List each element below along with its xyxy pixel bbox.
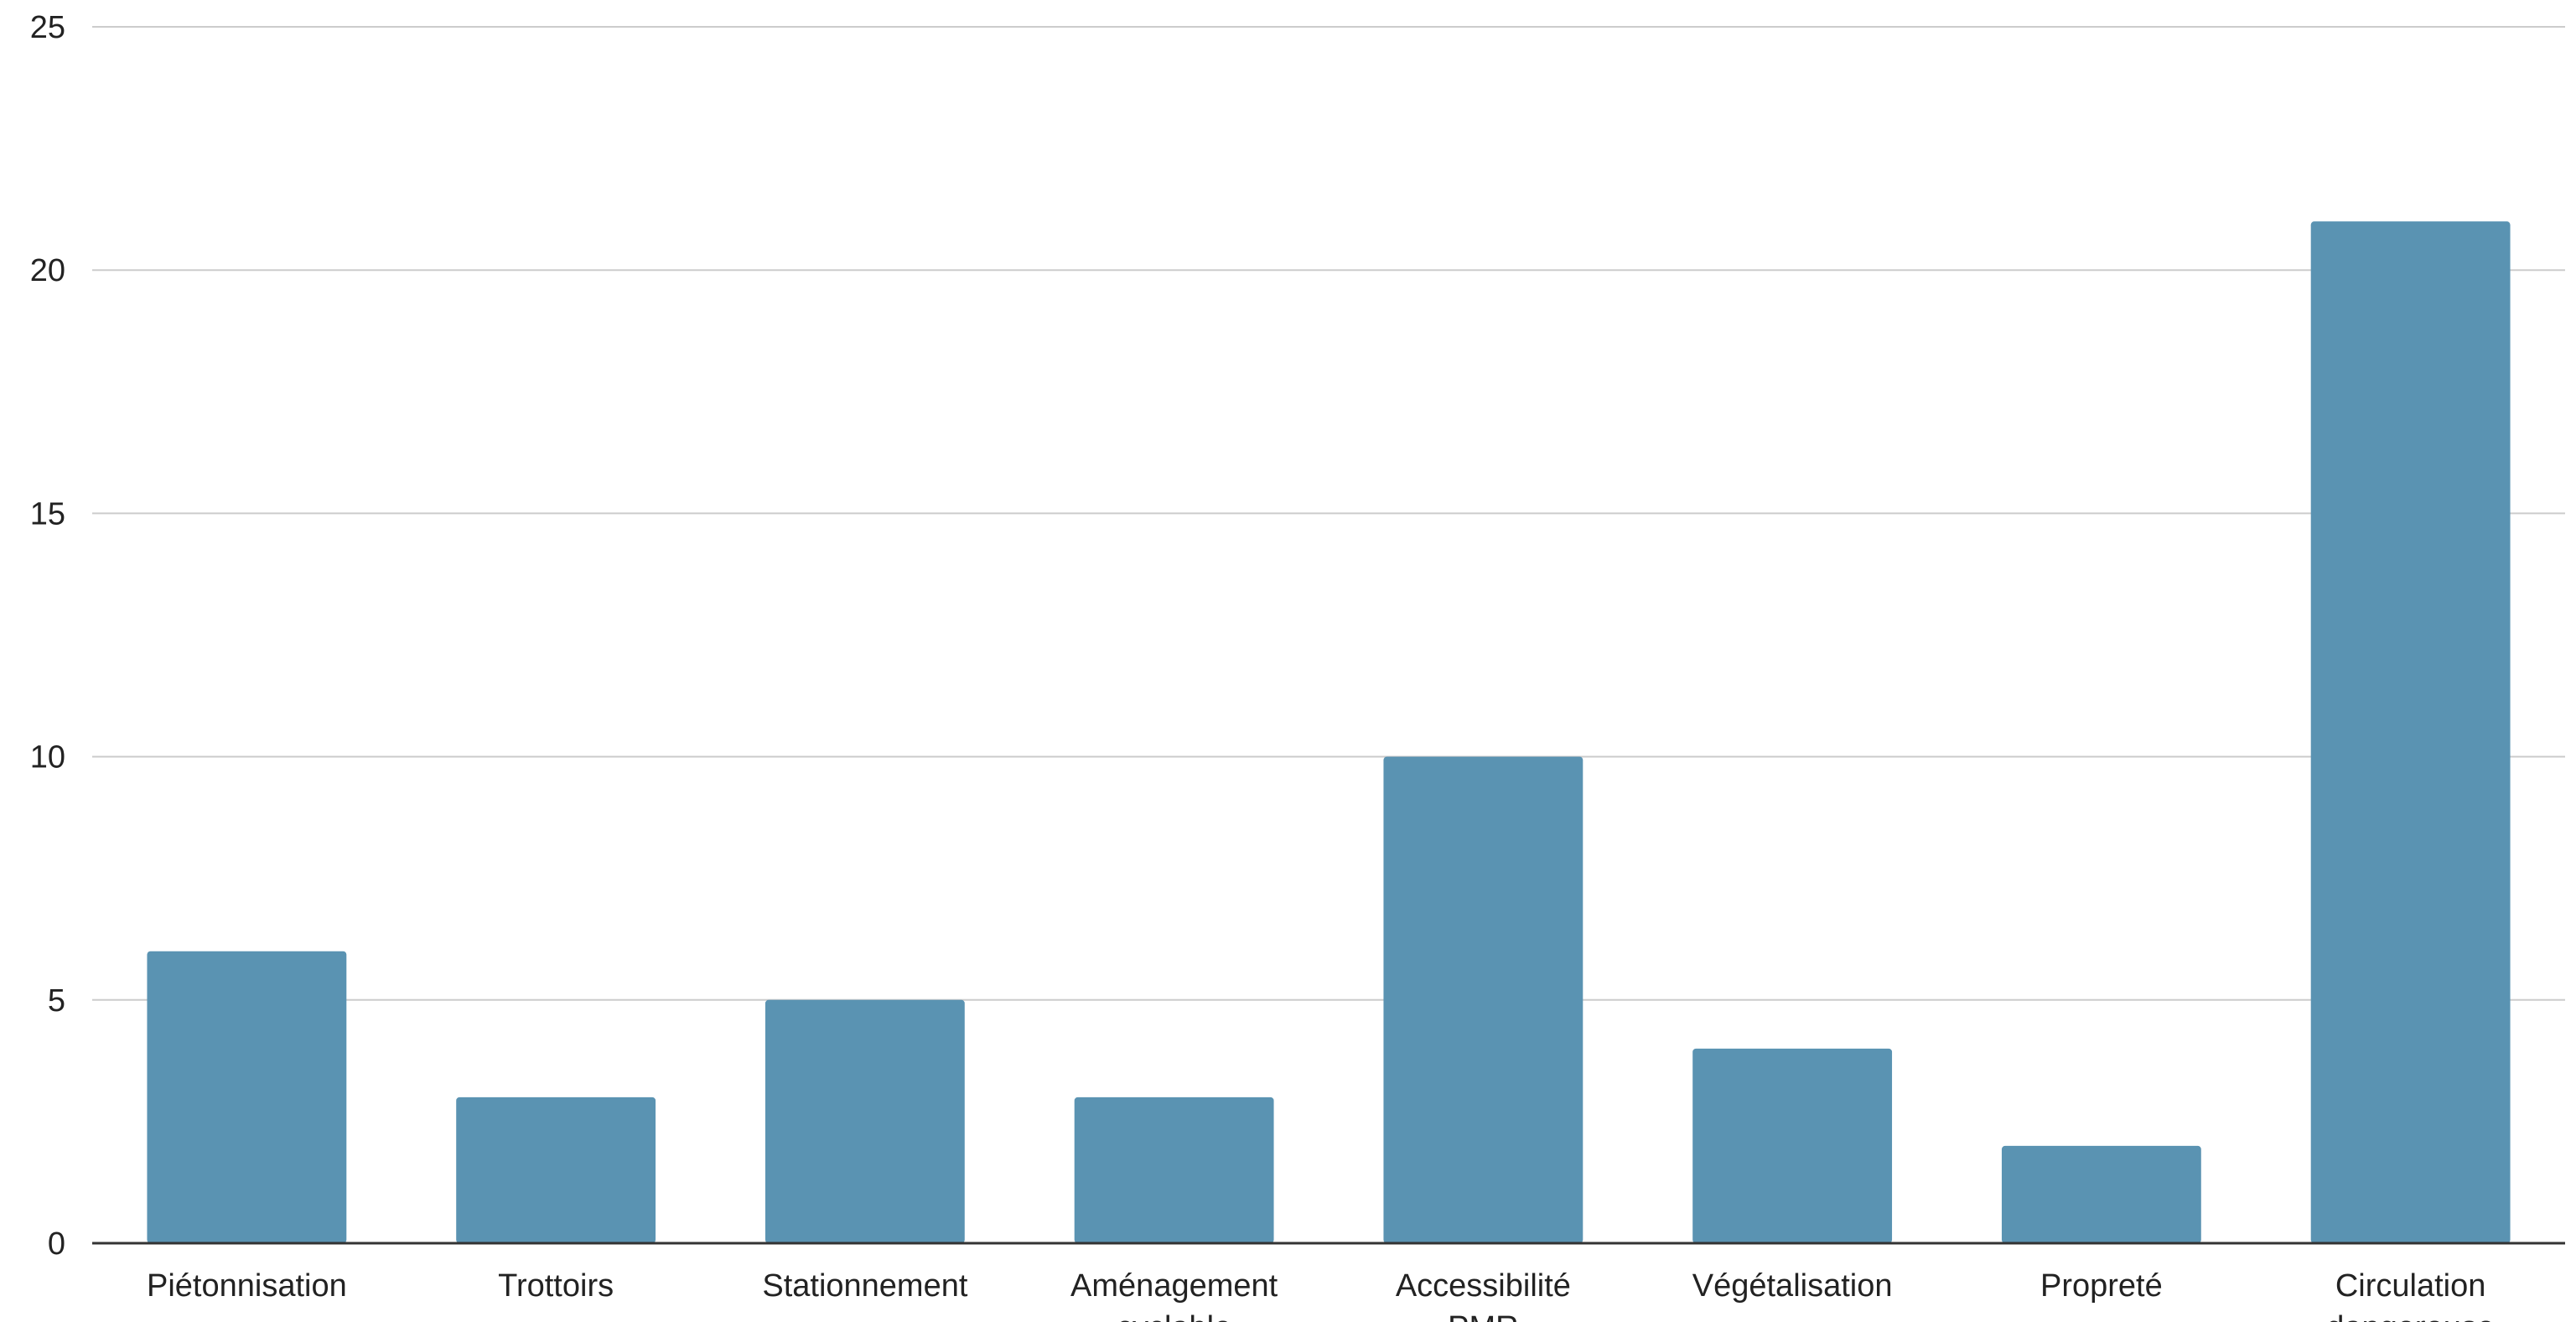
y-tick-label: 10 bbox=[30, 740, 65, 775]
x-category-label: Piétonnisation bbox=[147, 1268, 347, 1304]
bar bbox=[1692, 1048, 1893, 1243]
bar bbox=[2310, 221, 2511, 1243]
bar bbox=[1383, 756, 1583, 1243]
bar bbox=[1074, 1096, 1274, 1243]
x-category-label: Végétalisation bbox=[1692, 1268, 1893, 1304]
gridlines bbox=[92, 26, 2565, 1001]
bar bbox=[765, 999, 965, 1243]
bar bbox=[2001, 1145, 2201, 1243]
x-category-label: Trottoirs bbox=[498, 1268, 614, 1304]
x-axis-category-labels: Piétonnisation Trottoirs Stationnement Amén… bbox=[147, 1268, 2495, 1322]
x-category-label: AccessibilitéPMR bbox=[1396, 1268, 1571, 1322]
y-tick-label: 25 bbox=[30, 10, 65, 45]
bar bbox=[456, 1096, 656, 1243]
y-axis-tick-labels: 0 5 10 15 20 25 bbox=[30, 10, 65, 1262]
bars bbox=[147, 221, 2511, 1243]
y-tick-label: 20 bbox=[30, 253, 65, 288]
bar bbox=[147, 951, 347, 1243]
y-tick-label: 5 bbox=[48, 983, 65, 1019]
x-category-label: Stationnement bbox=[762, 1268, 967, 1304]
y-tick-label: 15 bbox=[30, 496, 65, 531]
x-category-label: Aménagementcyclable bbox=[1070, 1268, 1278, 1322]
x-category-label: Circulationdangereuse bbox=[2326, 1268, 2495, 1322]
y-tick-label: 0 bbox=[48, 1226, 65, 1262]
x-category-label: Propreté bbox=[2040, 1268, 2163, 1304]
